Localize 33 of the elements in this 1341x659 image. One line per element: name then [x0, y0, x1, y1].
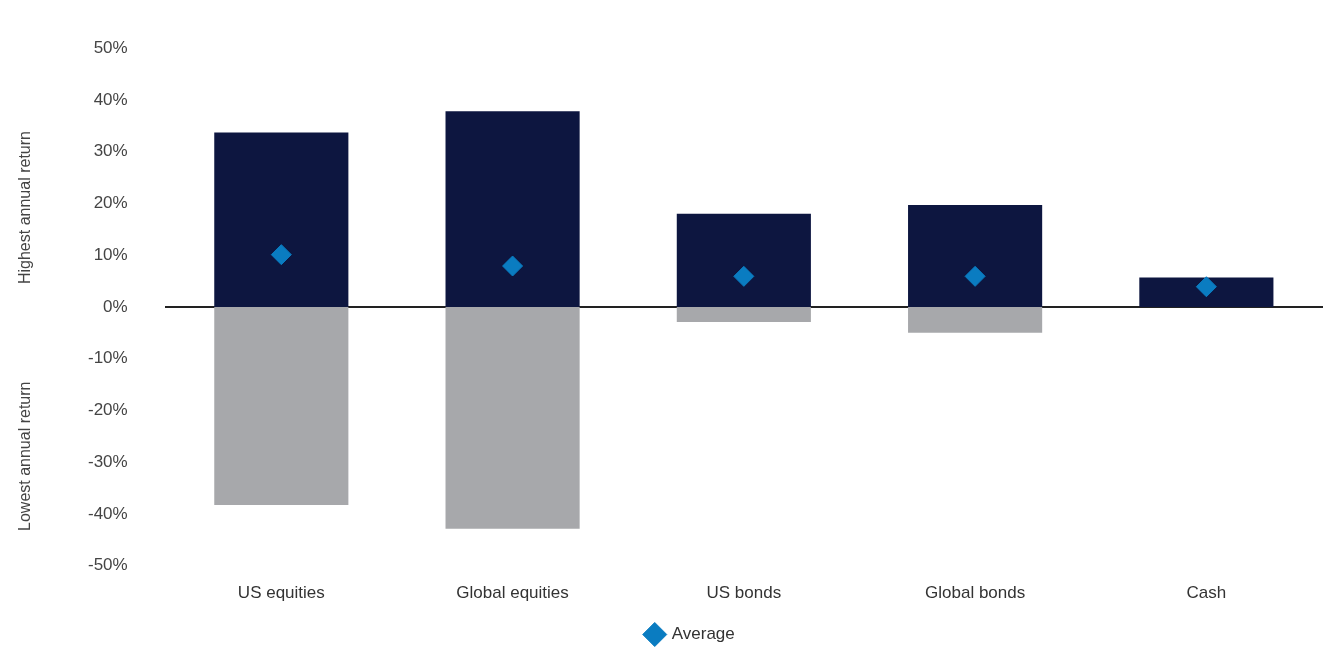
- y-tick-label: -20%: [88, 400, 128, 420]
- y-tick-label: 10%: [93, 244, 128, 264]
- x-tick-label: Cash: [1186, 583, 1227, 603]
- x-tick-label: US equities: [237, 583, 325, 603]
- y-tick-label: -40%: [88, 503, 128, 523]
- bar: [445, 306, 580, 529]
- bar: [214, 132, 349, 307]
- y-axis-title: Highest annual return: [16, 131, 34, 285]
- x-tick-label: Global equities: [456, 583, 569, 603]
- bar: [214, 306, 349, 506]
- y-tick-label: 0%: [103, 296, 128, 316]
- y-tick-label: -30%: [88, 451, 128, 471]
- bar: [676, 306, 811, 322]
- point: [270, 244, 292, 266]
- point: [964, 265, 986, 287]
- x-tick-label: Global bonds: [925, 583, 1026, 603]
- x-tick-label: US bonds: [706, 583, 782, 603]
- y-tick-label: -50%: [88, 555, 128, 575]
- bar: [908, 204, 1043, 307]
- point: [1195, 276, 1217, 298]
- y-tick-label: 20%: [93, 193, 128, 213]
- text: Lowest annual return: [16, 381, 34, 531]
- y-tick-label: 40%: [93, 89, 128, 109]
- legend-label: Average: [671, 624, 735, 644]
- y-tick-label: -10%: [88, 348, 128, 368]
- point: [502, 255, 524, 277]
- point: [733, 265, 755, 287]
- bar: [908, 306, 1043, 333]
- bar: [445, 111, 580, 307]
- bar: [676, 213, 811, 307]
- y-tick-label: 30%: [93, 141, 128, 161]
- bar: [1139, 277, 1274, 307]
- y-tick-label: 50%: [93, 37, 128, 57]
